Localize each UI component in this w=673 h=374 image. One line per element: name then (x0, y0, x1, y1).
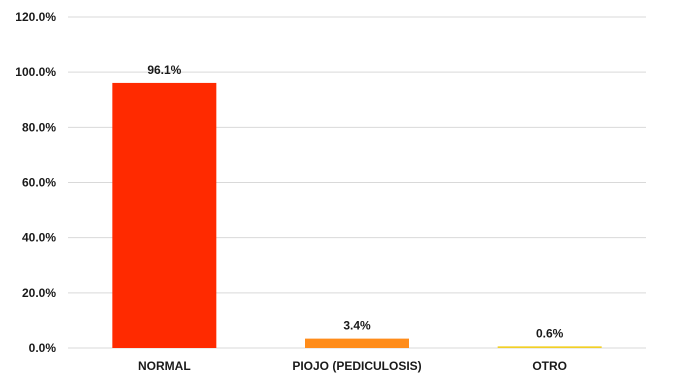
category-label: OTRO (532, 359, 567, 373)
bar-otro (497, 346, 602, 348)
y-tick-label: 40.0% (22, 231, 56, 245)
y-tick-label: 20.0% (22, 286, 56, 300)
data-label: 3.4% (343, 319, 371, 333)
y-tick-label: 80.0% (22, 120, 56, 134)
y-tick-label: 120.0% (15, 10, 56, 24)
data-labels: 96.1% 3.4% 0.6% (147, 63, 563, 340)
x-axis-category-labels: NORMAL PIOJO (PEDICULOSIS) OTRO (138, 359, 567, 373)
bar-piojo-pediculosis (305, 338, 409, 348)
y-tick-label: 100.0% (15, 65, 56, 79)
y-tick-label: 60.0% (22, 176, 56, 190)
y-tick-label: 0.0% (29, 341, 57, 355)
y-axis-tick-labels: 0.0% 20.0% 40.0% 60.0% 80.0% 100.0% 120.0% (15, 10, 56, 355)
data-label: 96.1% (147, 63, 181, 77)
bars (112, 82, 602, 348)
bar-normal (112, 82, 217, 348)
category-label: PIOJO (PEDICULOSIS) (292, 359, 421, 373)
data-label: 0.6% (536, 326, 564, 340)
category-label: NORMAL (138, 359, 191, 373)
